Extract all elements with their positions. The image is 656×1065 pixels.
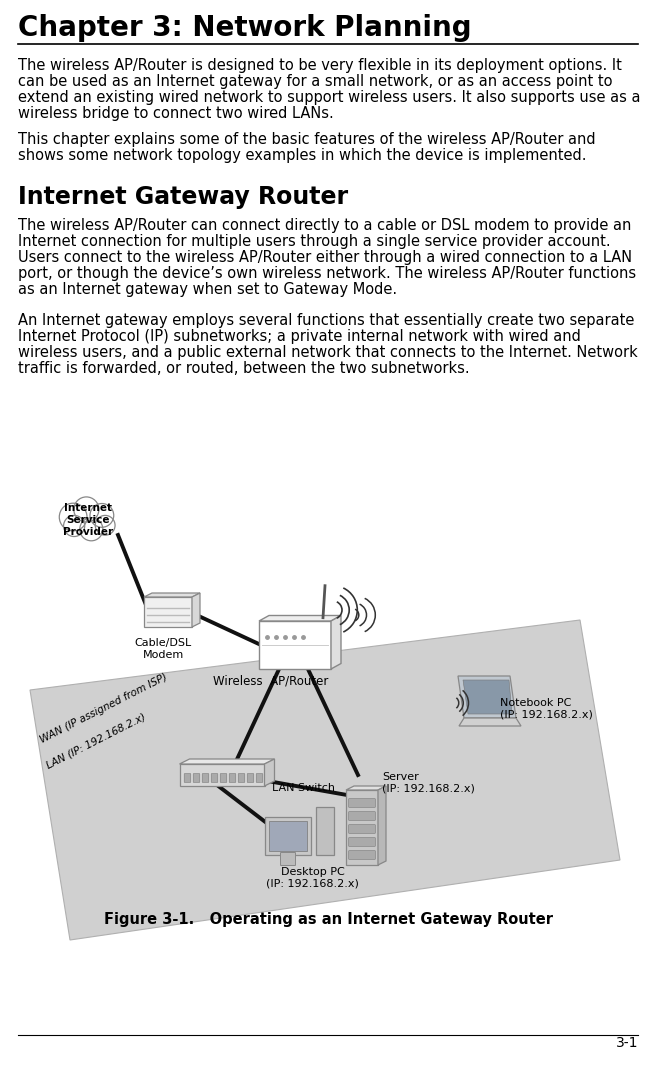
Circle shape	[95, 515, 115, 536]
Polygon shape	[458, 676, 516, 718]
FancyBboxPatch shape	[184, 773, 191, 783]
Polygon shape	[144, 593, 200, 597]
FancyBboxPatch shape	[220, 773, 227, 783]
Text: wireless bridge to connect two wired LANs.: wireless bridge to connect two wired LAN…	[18, 106, 334, 121]
Text: shows some network topology examples in which the device is implemented.: shows some network topology examples in …	[18, 148, 586, 163]
FancyBboxPatch shape	[349, 799, 375, 807]
FancyBboxPatch shape	[202, 773, 209, 783]
FancyBboxPatch shape	[349, 851, 375, 859]
Polygon shape	[378, 786, 386, 865]
Polygon shape	[264, 759, 274, 786]
Polygon shape	[180, 764, 264, 786]
Text: Internet Protocol (IP) subnetworks; a private internal network with wired and: Internet Protocol (IP) subnetworks; a pr…	[18, 329, 581, 344]
Text: Users connect to the wireless AP/Router either through a wired connection to a L: Users connect to the wireless AP/Router …	[18, 250, 632, 265]
Text: wireless users, and a public external network that connects to the Internet. Net: wireless users, and a public external ne…	[18, 345, 638, 360]
Text: Cable/DSL
Modem: Cable/DSL Modem	[134, 638, 192, 659]
Text: extend an existing wired network to support wireless users. It also supports use: extend an existing wired network to supp…	[18, 91, 640, 105]
FancyBboxPatch shape	[349, 824, 375, 833]
Circle shape	[59, 503, 87, 531]
Polygon shape	[331, 616, 341, 669]
Polygon shape	[265, 817, 311, 855]
Text: Notebook PC
(IP: 192.168.2.x): Notebook PC (IP: 192.168.2.x)	[500, 698, 593, 720]
Polygon shape	[259, 616, 341, 621]
Polygon shape	[180, 759, 274, 764]
Polygon shape	[30, 620, 620, 940]
Text: WAN (IP assigned from ISP): WAN (IP assigned from ISP)	[38, 672, 169, 745]
Text: Internet Gateway Router: Internet Gateway Router	[18, 185, 348, 209]
FancyBboxPatch shape	[281, 852, 295, 866]
Text: as an Internet gateway when set to Gateway Mode.: as an Internet gateway when set to Gatew…	[18, 282, 397, 297]
Text: LAN (IP: 192.168.2.x): LAN (IP: 192.168.2.x)	[45, 711, 148, 770]
Circle shape	[64, 515, 85, 537]
FancyBboxPatch shape	[194, 773, 200, 783]
Text: LAN Switch: LAN Switch	[272, 783, 335, 793]
Text: Desktop PC
(IP: 192.168.2.x): Desktop PC (IP: 192.168.2.x)	[266, 867, 359, 888]
Polygon shape	[346, 790, 378, 865]
Polygon shape	[316, 807, 334, 855]
FancyBboxPatch shape	[349, 812, 375, 820]
FancyBboxPatch shape	[247, 773, 254, 783]
FancyBboxPatch shape	[238, 773, 245, 783]
Text: Figure 3-1.   Operating as an Internet Gateway Router: Figure 3-1. Operating as an Internet Gat…	[104, 912, 552, 927]
Text: Server
(IP: 192.168.2.x): Server (IP: 192.168.2.x)	[382, 772, 475, 793]
Text: The wireless AP/Router is designed to be very flexible in its deployment options: The wireless AP/Router is designed to be…	[18, 58, 622, 73]
Polygon shape	[459, 718, 521, 726]
Polygon shape	[346, 786, 386, 790]
FancyBboxPatch shape	[229, 773, 236, 783]
Text: The wireless AP/Router can connect directly to a cable or DSL modem to provide a: The wireless AP/Router can connect direc…	[18, 218, 631, 233]
Text: Chapter 3: Network Planning: Chapter 3: Network Planning	[18, 14, 472, 42]
Polygon shape	[463, 679, 512, 714]
Polygon shape	[192, 593, 200, 627]
Polygon shape	[259, 621, 331, 669]
Circle shape	[80, 518, 103, 541]
FancyBboxPatch shape	[256, 773, 263, 783]
Text: Wireless  AP/Router: Wireless AP/Router	[213, 675, 329, 688]
Circle shape	[72, 506, 104, 539]
FancyBboxPatch shape	[211, 773, 218, 783]
Text: traffic is forwarded, or routed, between the two subnetworks.: traffic is forwarded, or routed, between…	[18, 361, 470, 376]
Text: Internet connection for multiple users through a single service provider account: Internet connection for multiple users t…	[18, 234, 611, 249]
Text: port, or though the device’s own wireless network. The wireless AP/Router functi: port, or though the device’s own wireles…	[18, 266, 636, 281]
Circle shape	[74, 497, 99, 522]
Text: This chapter explains some of the basic features of the wireless AP/Router and: This chapter explains some of the basic …	[18, 132, 596, 147]
Text: Internet
Service
Provider: Internet Service Provider	[63, 504, 113, 537]
Polygon shape	[269, 821, 307, 851]
FancyBboxPatch shape	[349, 838, 375, 847]
Text: An Internet gateway employs several functions that essentially create two separa: An Internet gateway employs several func…	[18, 313, 634, 328]
Text: can be used as an Internet gateway for a small network, or as an access point to: can be used as an Internet gateway for a…	[18, 73, 613, 89]
Text: 3-1: 3-1	[615, 1036, 638, 1050]
Circle shape	[90, 504, 113, 527]
Polygon shape	[144, 597, 192, 627]
